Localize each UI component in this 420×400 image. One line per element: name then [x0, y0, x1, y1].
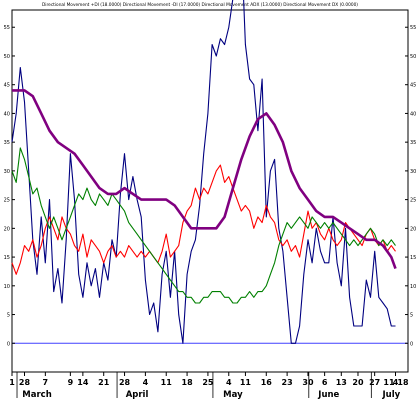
y-tick-label-left: 0 [7, 341, 10, 347]
plot-area [11, 9, 409, 373]
x-tick-label: 23 [282, 378, 293, 387]
y-tick-label-right: 45 [410, 83, 416, 89]
y-tick-label-right: 5 [410, 313, 413, 319]
y-tick-label-left: 25 [4, 198, 10, 204]
y-tick-label-left: 15 [4, 255, 10, 261]
month-label: July [381, 390, 400, 400]
x-tick-label: 30 [302, 378, 314, 387]
x-tick-label: 9 [68, 378, 74, 387]
y-tick-label-right: 35 [410, 140, 416, 146]
x-tick-label: 28 [19, 378, 31, 387]
y-tick-label-left: 20 [4, 226, 10, 232]
series-line-2 [11, 164, 396, 275]
y-tick-label-right: 0 [410, 341, 413, 347]
x-tick-label: 25 [202, 378, 214, 387]
x-tick-label: 1 [9, 378, 15, 387]
series-line-1 [11, 0, 396, 344]
y-tick-label-right: 10 [410, 284, 416, 290]
series-line-3 [11, 147, 396, 304]
x-tick-label: 11 [383, 378, 395, 387]
x-tick-label: 4 [143, 378, 149, 387]
y-tick-label-right: 50 [410, 54, 416, 60]
x-tick-label: 7 [43, 378, 49, 387]
x-tick-label: 27 [369, 378, 380, 387]
x-tick-label: 20 [352, 378, 364, 387]
y-tick-label-left: 30 [4, 169, 10, 175]
month-label: April [126, 390, 149, 400]
month-label: June [317, 390, 339, 400]
y-tick-label-left: 5 [7, 313, 10, 319]
x-tick-label: 21 [98, 378, 110, 387]
x-tick-label: 6 [322, 378, 328, 387]
x-tick-label: 4 [393, 378, 399, 387]
y-tick-label-right: 25 [410, 198, 416, 204]
series-line-4 [12, 89, 397, 270]
x-tick-label: 11 [161, 378, 173, 387]
y-tick-label-left: 50 [4, 54, 10, 60]
x-tick-label: 13 [336, 378, 347, 387]
y-tick-label-right: 40 [410, 111, 416, 117]
x-tick-label: 16 [261, 378, 273, 387]
y-tick-label-left: 55 [4, 25, 10, 31]
x-tick-label: 28 [119, 378, 131, 387]
y-tick-label-left: 40 [4, 111, 10, 117]
y-tick-label-left: 10 [4, 284, 10, 290]
x-tick-label: 4 [226, 378, 232, 387]
x-tick-label: 18 [182, 378, 194, 387]
y-tick-label-right: 30 [410, 169, 416, 175]
x-tick-label: 18 [397, 378, 409, 387]
x-tick-label: 14 [77, 378, 89, 387]
y-tick-label-left: 35 [4, 140, 10, 146]
x-tick-label: 11 [240, 378, 252, 387]
month-label: March [22, 390, 51, 400]
y-tick-label-right: 20 [410, 226, 416, 232]
y-tick-label-right: 15 [410, 255, 416, 261]
month-label: May [223, 390, 243, 400]
y-tick-label-left: 45 [4, 83, 10, 89]
chart-title: Directional Movement +DI (18.0000) Direc… [42, 2, 358, 8]
y-tick-label-right: 55 [410, 25, 416, 31]
